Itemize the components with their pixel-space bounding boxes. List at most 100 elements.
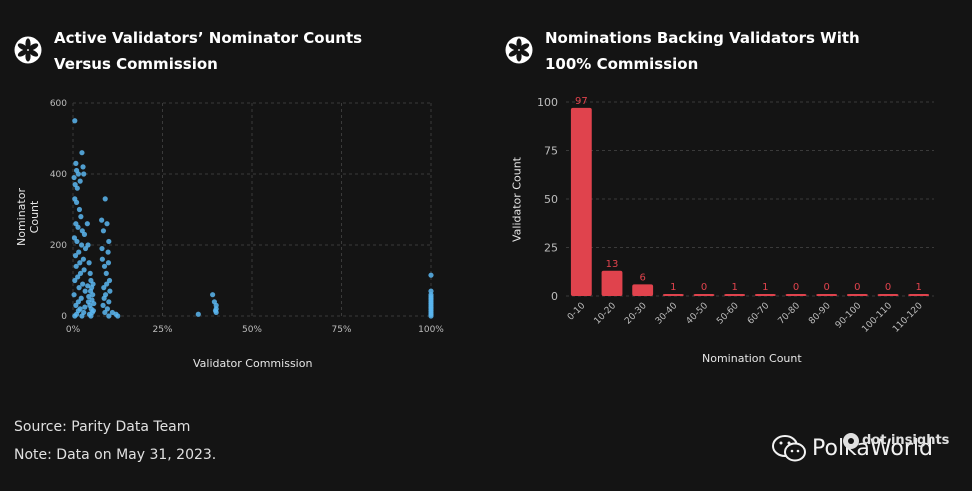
- scatter-point: [103, 270, 109, 276]
- scatter-point: [78, 242, 85, 248]
- brand-text: dot insights: [862, 433, 950, 448]
- scatter-point: [81, 231, 88, 237]
- scatter-point: [91, 300, 97, 307]
- bar-y-tick-label: 75: [544, 145, 558, 158]
- scatter-point: [107, 288, 113, 294]
- right-chart-title: Nominations Backing Validators With 100%…: [545, 29, 860, 73]
- scatter-point: [80, 256, 86, 262]
- bar: [632, 284, 654, 296]
- bar-value-label: 0: [885, 282, 891, 293]
- bar-value-label: 97: [575, 96, 588, 107]
- scatter-point: [86, 293, 92, 300]
- scatter-point: [104, 281, 110, 287]
- scatter-x-tick-label: 25%: [152, 325, 172, 335]
- scatter-point: [102, 196, 108, 202]
- scatter-point: [104, 221, 110, 227]
- bar-x-tick-label: 40-50: [685, 301, 711, 327]
- scatter-point: [87, 270, 93, 276]
- bar-x-tick-label: 110-120: [891, 301, 925, 335]
- scatter-x-axis-label: Validator Commission: [193, 357, 313, 370]
- bar-value-label: 0: [823, 282, 829, 293]
- bar: [785, 294, 807, 296]
- bar-value-label: 1: [731, 282, 737, 293]
- scatter-point: [71, 174, 77, 181]
- scatter-y-tick-label: 600: [50, 99, 67, 109]
- scatter-x-tick-label: 0%: [66, 325, 81, 335]
- scatter-point: [75, 224, 81, 230]
- bar: [846, 294, 868, 296]
- scatter-point: [82, 304, 88, 310]
- bar-x-tick-label: 50-60: [715, 301, 741, 327]
- scatter-point: [78, 295, 84, 301]
- scatter-point: [82, 288, 88, 294]
- bar-value-label: 0: [701, 282, 707, 293]
- scatter-point: [87, 288, 94, 294]
- dot-logo-icon: [843, 433, 859, 449]
- scatter-point: [76, 285, 82, 291]
- scatter-point: [210, 292, 216, 298]
- scatter-point: [106, 238, 112, 245]
- scatter-point: [74, 185, 80, 191]
- flower-logo-icon: [14, 36, 42, 64]
- scatter-point: [101, 295, 107, 301]
- bar: [693, 294, 715, 296]
- data-date-note: Note: Data on May 31, 2023.: [14, 447, 217, 463]
- scatter-point: [428, 272, 434, 278]
- bar-y-tick-label: 100: [537, 96, 558, 109]
- scatter-point: [86, 260, 92, 266]
- scatter-point: [195, 311, 201, 317]
- scatter-point: [90, 281, 96, 287]
- bar-x-tick-label: 80-90: [807, 301, 833, 327]
- scatter-point: [99, 217, 105, 223]
- scatter-x-tick-label: 100%: [418, 325, 444, 335]
- scatter-point: [80, 281, 86, 287]
- bar-value-label: 0: [854, 282, 860, 293]
- scatter-point: [77, 178, 83, 184]
- scatter-point: [77, 270, 84, 276]
- bar-value-label: 1: [762, 282, 768, 293]
- scatter-point: [81, 171, 87, 177]
- scatter-point: [84, 221, 90, 227]
- scatter-point: [115, 313, 121, 319]
- scatter-point: [73, 160, 79, 166]
- scatter-point: [88, 313, 94, 319]
- scatter-point: [102, 309, 108, 316]
- scatter-point: [106, 313, 112, 319]
- scatter-point: [75, 274, 81, 280]
- bar: [908, 294, 930, 296]
- scatter-y-tick-label: 400: [50, 170, 67, 180]
- scatter-point: [105, 260, 112, 266]
- bar: [816, 294, 838, 296]
- watermark-text: PolkaWorld: [812, 436, 933, 461]
- scatter-point: [80, 164, 86, 170]
- bar-x-tick-label: 0-10: [566, 301, 588, 323]
- scatter-point: [81, 267, 87, 273]
- scatter-x-tick-label: 50%: [242, 325, 262, 335]
- source-note: Source: Parity Data Team: [14, 419, 191, 435]
- scatter-point: [72, 253, 79, 259]
- bar-x-axis-label: Nomination Count: [702, 352, 802, 365]
- scatter-point: [106, 299, 112, 305]
- bar-value-label: 1: [670, 282, 676, 293]
- scatter-x-tick-label: 75%: [331, 325, 351, 335]
- flower-logo-icon: [505, 36, 533, 64]
- bar-y-tick-label: 25: [544, 242, 558, 255]
- scatter-point: [73, 263, 79, 269]
- bar-x-tick-label: 10-20: [593, 301, 619, 327]
- scatter-point: [90, 308, 97, 314]
- scatter-y-tick-label: 0: [61, 312, 67, 322]
- scatter-point: [72, 313, 78, 319]
- bar-value-label: 1: [915, 282, 921, 293]
- scatter-point: [76, 206, 83, 213]
- scatter-point: [101, 285, 107, 291]
- scatter-point: [75, 171, 81, 177]
- scatter-point: [74, 238, 80, 245]
- bar-x-tick-label: 100-110: [860, 301, 894, 335]
- scatter-point: [79, 150, 85, 156]
- bar-x-tick-label: 30-40: [654, 301, 680, 327]
- bar: [601, 270, 623, 296]
- bar: [662, 294, 684, 296]
- wechat-icon: [772, 435, 806, 462]
- bar: [570, 107, 592, 296]
